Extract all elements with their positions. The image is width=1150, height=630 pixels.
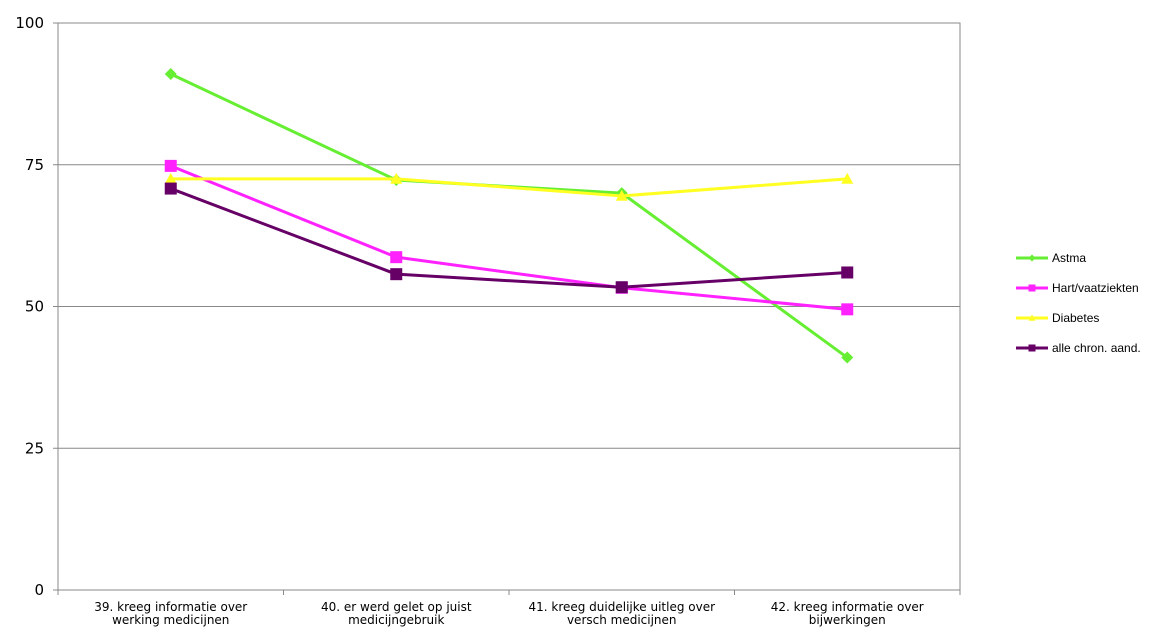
legend-marker xyxy=(1028,314,1036,321)
data-point xyxy=(164,159,177,172)
legend-label: Diabetes xyxy=(1052,311,1099,325)
data-point xyxy=(390,172,403,184)
data-point xyxy=(841,351,854,364)
data-point xyxy=(164,172,177,184)
data-point xyxy=(390,251,403,264)
x-tick-label: 42. kreeg informatie over bijwerkingen xyxy=(771,600,924,627)
data-point xyxy=(390,268,403,281)
series-line xyxy=(170,187,848,289)
y-tick-label: 100 xyxy=(15,14,44,32)
x-tick-label: 41. kreeg duidelijke uitleg over versch m… xyxy=(528,600,715,627)
y-tick-label: 0 xyxy=(34,581,44,599)
legend-label: Hart/vaatziekten xyxy=(1052,281,1139,295)
data-point xyxy=(841,266,854,279)
legend-marker xyxy=(1028,254,1036,262)
series-line xyxy=(170,177,848,198)
series-line xyxy=(170,164,848,311)
x-tick-label: 39. kreeg informatie over werking medicij… xyxy=(94,600,247,627)
legend-marker xyxy=(1028,344,1036,352)
legend-label: alle chron. aand. xyxy=(1052,341,1141,355)
data-point xyxy=(615,189,628,201)
y-tick-label: 50 xyxy=(25,298,44,316)
data-point xyxy=(841,172,854,184)
legend-label: Astma xyxy=(1052,251,1086,265)
x-tick-label: 40. er werd gelet op juist medicijngebrui… xyxy=(321,600,472,627)
y-tick-label: 25 xyxy=(25,439,44,457)
y-tick-label: 75 xyxy=(25,156,44,174)
data-point xyxy=(615,281,628,294)
data-point xyxy=(164,182,177,195)
data-point xyxy=(841,303,854,316)
legend-marker xyxy=(1028,284,1036,292)
data-point xyxy=(164,68,177,81)
